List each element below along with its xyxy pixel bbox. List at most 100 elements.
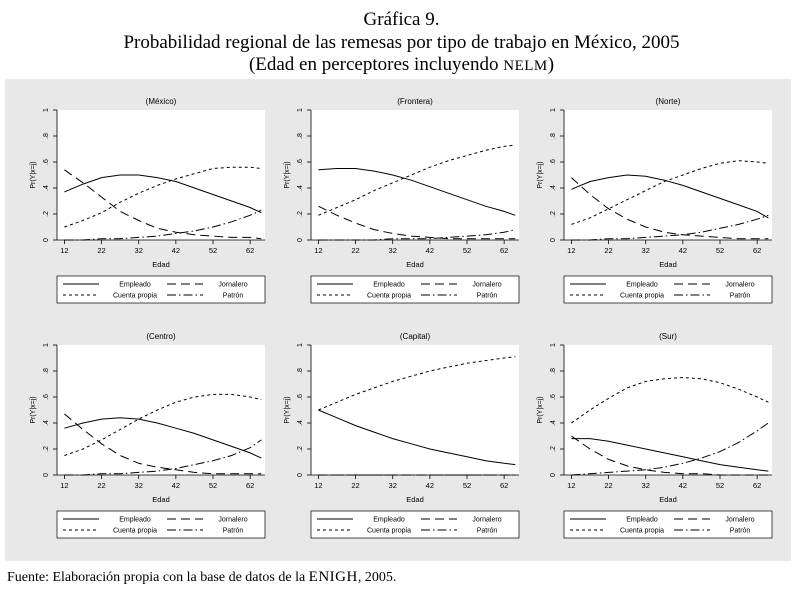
legend-box — [56, 275, 266, 304]
chart-title: (Frontera) — [397, 97, 433, 106]
legend-label: Patrón — [477, 293, 498, 300]
y-axis-label: Pr(Y|x=j) — [537, 396, 544, 423]
legend-label: Empleado — [119, 282, 151, 289]
y-tick-label: .2 — [550, 446, 557, 452]
figure-number: Gráfica 9. — [363, 9, 440, 30]
legend-label: Cuenta propia — [113, 528, 157, 535]
y-axis-label: Pr(Y|x=j) — [30, 396, 37, 423]
legend-box — [56, 510, 266, 539]
x-tick-label: 62 — [246, 246, 254, 255]
chart-panel-5: (Capital) 0 .2 .4 .6 .8 1 12 22 32 42 52 62 Edad Pr(Y|… — [284, 332, 520, 539]
x-tick-label: 42 — [679, 246, 687, 255]
x-tick-label: 42 — [426, 481, 434, 490]
y-tick-label: 0 — [43, 473, 50, 477]
legend-label: Jornalero — [725, 282, 754, 289]
chart-title: (México) — [146, 97, 177, 106]
legend-label: Cuenta propia — [367, 528, 411, 535]
legend-box — [563, 275, 773, 304]
x-tick-label: 52 — [209, 481, 217, 490]
legend-label: Empleado — [626, 282, 658, 289]
x-axis-label: Edad — [152, 495, 170, 504]
x-tick-label: 32 — [642, 481, 650, 490]
x-tick-label: 52 — [716, 246, 724, 255]
plot-area — [564, 345, 772, 475]
legend-label: Jornalero — [218, 517, 247, 524]
y-tick-label: .4 — [550, 185, 557, 191]
y-axis-label: Pr(Y|x=j) — [284, 161, 291, 188]
y-tick-label: .4 — [297, 420, 304, 426]
legend-label: Empleado — [626, 517, 658, 524]
series-line-cuenta-propia — [64, 393, 262, 456]
y-axis-label: Pr(Y|x=j) — [537, 161, 544, 188]
y-tick-label: .2 — [297, 446, 304, 452]
x-tick-label: 22 — [351, 246, 359, 255]
x-tick-label: 52 — [716, 481, 724, 490]
legend-label: Jornalero — [472, 282, 501, 289]
series-line-patrón — [571, 422, 769, 476]
x-tick-label: 22 — [97, 481, 105, 490]
y-tick-label: .4 — [550, 420, 557, 426]
x-axis-label: Edad — [659, 495, 677, 504]
y-axis-label: Pr(Y|x=j) — [30, 161, 37, 188]
y-tick-label: .8 — [43, 133, 50, 139]
x-tick-label: 32 — [389, 246, 397, 255]
chart-panel-2: (Frontera) 0 .2 .4 .6 .8 1 12 22 32 42 52 62 Edad Pr(Y… — [284, 97, 520, 304]
x-tick-label: 42 — [172, 481, 180, 490]
y-tick-label: .6 — [550, 159, 557, 165]
x-axis-label: Edad — [406, 260, 424, 269]
legend-label: Cuenta propia — [620, 293, 664, 300]
legend-box — [310, 275, 520, 304]
x-tick-label: 42 — [426, 246, 434, 255]
x-tick-label: 32 — [135, 481, 143, 490]
series-line-empleado — [318, 168, 516, 216]
y-tick-label: .6 — [43, 159, 50, 165]
y-tick-label: 1 — [297, 343, 304, 347]
y-tick-label: 0 — [297, 473, 304, 477]
legend-label: Cuenta propia — [113, 293, 157, 300]
y-tick-label: 0 — [297, 238, 304, 242]
figure-title: Probabilidad regional de las remesas por… — [123, 32, 680, 53]
x-tick-label: 12 — [60, 246, 68, 255]
legend-label: Jornalero — [725, 517, 754, 524]
y-axis-label: Pr(Y|x=j) — [284, 396, 291, 423]
legend-label: Empleado — [373, 517, 405, 524]
series-line-jornalero — [571, 177, 769, 240]
y-tick-label: .8 — [297, 368, 304, 374]
series-line-empleado — [571, 438, 769, 472]
chart-panel-6: (Sur) 0 .2 .4 .6 .8 1 12 22 32 42 52 62 Edad Pr(Y|x=j)… — [537, 332, 773, 539]
source-note: Fuente: Elaboración propia con la base d… — [7, 569, 397, 585]
plot-area — [57, 110, 265, 240]
x-tick-label: 12 — [567, 246, 575, 255]
y-tick-label: 1 — [43, 343, 50, 347]
y-tick-label: .8 — [550, 368, 557, 374]
y-tick-label: .6 — [550, 394, 557, 400]
legend-label: Patrón — [223, 528, 244, 535]
y-tick-label: .6 — [297, 394, 304, 400]
x-tick-label: 42 — [679, 481, 687, 490]
plot-area — [57, 345, 265, 475]
legend-box — [310, 510, 520, 539]
x-tick-label: 52 — [209, 246, 217, 255]
y-tick-label: 1 — [297, 108, 304, 112]
x-tick-label: 62 — [500, 481, 508, 490]
y-tick-label: 1 — [550, 108, 557, 112]
y-tick-label: 0 — [550, 473, 557, 477]
series-line-cuenta-propia — [571, 160, 769, 225]
legend-label: Patrón — [477, 528, 498, 535]
x-axis-label: Edad — [152, 260, 170, 269]
legend-label: Patrón — [730, 528, 751, 535]
chart-title: (Capital) — [400, 332, 431, 341]
series-line-patrón — [571, 214, 769, 241]
y-tick-label: 0 — [43, 238, 50, 242]
x-tick-label: 32 — [389, 481, 397, 490]
x-tick-label: 12 — [567, 481, 575, 490]
series-line-cuenta-propia — [64, 166, 262, 228]
x-tick-label: 22 — [97, 246, 105, 255]
x-tick-label: 42 — [172, 246, 180, 255]
series-line-empleado — [64, 174, 262, 214]
x-tick-label: 32 — [135, 246, 143, 255]
legend-label: Cuenta propia — [620, 528, 664, 535]
series-line-patrón — [64, 209, 262, 241]
y-tick-label: .8 — [43, 368, 50, 374]
